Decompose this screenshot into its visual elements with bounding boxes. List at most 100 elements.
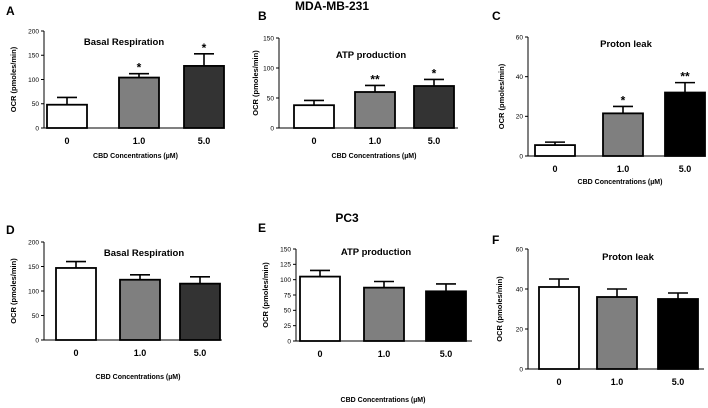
x-tick-label: 5.0 [679,164,692,174]
panel-letter: E [258,221,266,235]
chart-panel-f: F Proton leak OCR (pmoles/min) 0 20 40 60 0 1.0 5… [492,233,704,387]
x-axis-label: CBD Concentrations (µM) [93,153,178,160]
x-tick-label: 5.0 [428,136,441,146]
y-tick-label: 100 [28,288,39,295]
bar-1.0 [118,76,160,129]
panel-letter: B [258,9,267,23]
significance-marker: ** [680,70,690,84]
y-axis-label: OCR (pmoles/min) [251,50,260,116]
chart-panel-c: C Proton leak OCR (pmoles/min) CBD Concentr… [492,9,706,186]
y-tick-label: 50 [32,101,40,108]
x-tick-label: 1.0 [617,164,630,174]
chart-title: Basal Respiration [84,37,164,48]
bar-1.0 [596,296,638,370]
x-tick-label: 0 [311,136,316,146]
bar-0 [299,275,341,342]
y-tick-label: 100 [28,77,39,84]
y-tick-label: 25 [284,323,292,330]
chart-title: Proton leak [602,252,654,263]
y-tick-label: 50 [284,308,292,315]
panels: A Basal Respiration OCR (pmoles/min) CBD Co… [6,4,706,404]
y-tick-label: 150 [263,35,274,42]
y-tick-label: 150 [28,264,39,271]
bar-0 [55,267,97,341]
panel-letter: F [492,233,499,247]
bar-1.0 [602,112,644,157]
bar-0 [538,286,580,370]
significance-marker: ** [370,72,380,86]
x-tick-label: 1.0 [378,349,391,359]
x-tick-label: 0 [73,348,78,358]
y-tick-label: 60 [516,246,524,253]
significance-marker: * [432,66,437,80]
bar-5.0 [183,65,225,129]
y-axis-label: OCR (pmoles/min) [497,63,506,129]
x-tick-label: 5.0 [198,136,211,146]
chart-panel-d: D Basal Respiration OCR (pmoles/min) CBD Co… [6,223,222,381]
y-tick-label: 125 [280,262,291,269]
bar-5.0 [664,91,706,157]
y-axis-label: OCR (pmoles/min) [495,276,504,342]
y-tick-label: 150 [280,246,291,253]
y-tick-label: 0 [35,125,39,132]
y-tick-label: 20 [516,114,524,121]
y-tick-label: 0 [519,153,523,160]
y-tick-label: 75 [284,292,292,299]
chart-title: Proton leak [600,39,652,50]
x-axis-label: CBD Concentrations (µM) [332,153,417,160]
y-axis-label: OCR (pmoles/min) [9,258,18,324]
bar-1.0 [363,286,405,342]
x-tick-label: 1.0 [134,348,147,358]
x-tick-label: 5.0 [440,349,453,359]
bar-0 [534,144,576,157]
y-tick-label: 0 [35,337,39,344]
bar-5.0 [657,298,699,370]
significance-marker: * [137,61,142,75]
y-tick-label: 100 [280,277,291,284]
y-tick-label: 150 [28,53,39,60]
chart-title: ATP production [341,247,412,258]
y-tick-label: 50 [267,95,275,102]
x-tick-label: 0 [556,377,561,387]
x-tick-label: 5.0 [672,377,685,387]
y-axis-label: OCR (pmoles/min) [261,262,270,328]
chart-title: ATP production [336,50,407,61]
y-tick-label: 40 [516,286,524,293]
row-title-pc3: PC3 [335,211,359,225]
bar-5.0 [179,282,221,341]
chart-panel-a: A Basal Respiration OCR (pmoles/min) CBD Co… [6,4,225,160]
x-tick-label: 0 [552,164,557,174]
x-tick-label: 1.0 [611,377,624,387]
x-tick-label: 1.0 [133,136,146,146]
row-title-mda: MDA-MB-231 [295,0,369,13]
x-tick-label: 0 [317,349,322,359]
x-tick-label: 5.0 [194,348,207,358]
y-tick-label: 60 [516,34,524,41]
panel-letter: C [492,9,501,23]
bar-0 [46,103,88,129]
y-tick-label: 0 [287,338,291,345]
significance-marker: * [621,93,626,107]
y-axis-label: OCR (pmoles/min) [9,46,18,112]
bar-1.0 [354,91,396,129]
chart-title: Basal Respiration [104,248,184,259]
bar-0 [293,104,335,129]
x-tick-label: 0 [64,136,69,146]
y-tick-label: 100 [263,65,274,72]
bar-5.0 [425,290,467,342]
y-tick-label: 200 [28,239,39,246]
bar-1.0 [119,278,161,341]
y-tick-label: 0 [519,366,523,373]
chart-panel-e: E ATP production OCR (pmoles/min) CBD Conce… [258,221,472,404]
panel-letter: A [6,4,15,18]
y-tick-label: 0 [270,125,274,132]
significance-marker: * [202,41,207,55]
y-tick-label: 50 [32,313,40,320]
y-tick-label: 40 [516,74,524,81]
x-axis-label: CBD Concentrations (µM) [96,374,181,381]
x-axis-label: CBD Concentrations (µM) [578,179,663,186]
panel-letter: D [6,223,15,237]
x-axis-label: CBD Concentrations (µM) [341,397,426,404]
chart-panel-b: B ATP production OCR (pmoles/min) CBD Conce… [251,9,458,160]
